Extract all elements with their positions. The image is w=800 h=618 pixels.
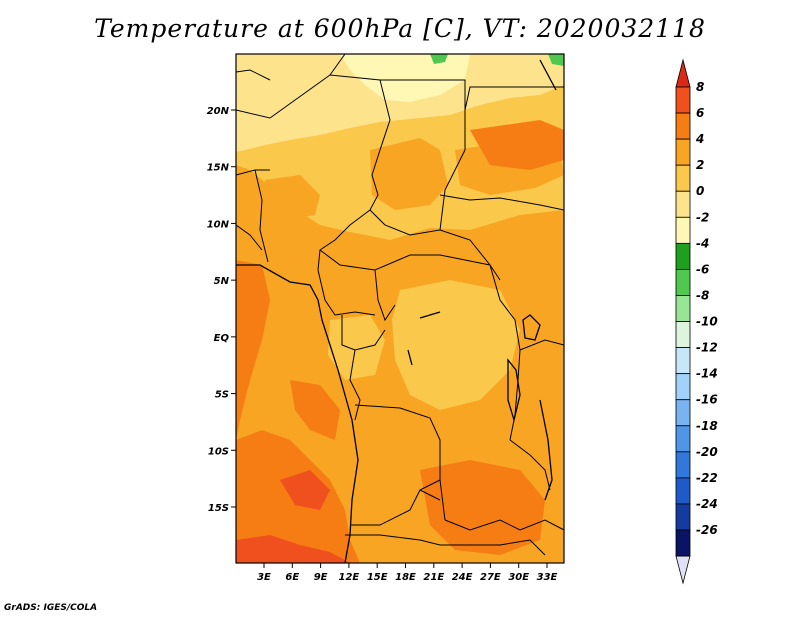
colorbar-label: 4 (695, 132, 704, 146)
colorbar: 8 6 4 2 0 -2 -4 -6 -8 -10 -12 -14 -16 -18 -20 -22 -24 -26 (675, 58, 718, 585)
lat-label: 20N (207, 106, 230, 117)
field-ne-4-6 (470, 120, 564, 170)
colorbar-segment (675, 373, 691, 401)
field-band-m4-m2 (340, 54, 470, 102)
field-sw-patch (290, 380, 340, 440)
lon-label: 3E (257, 572, 271, 583)
lat-label: 10S (208, 446, 229, 457)
colorbar-segment (675, 86, 691, 114)
lat-label: 5N (214, 276, 230, 287)
field-sw-6-8-b (280, 470, 330, 510)
lat-label: 10N (207, 219, 230, 230)
latitude-axis: 20N 15N 10N 5N EQ 5S 10S 15S (207, 106, 236, 514)
colorbar-label: -16 (696, 393, 718, 407)
colorbar-segment (675, 347, 691, 375)
colorbar-label: -6 (696, 262, 709, 276)
lat-label: 5S (215, 390, 229, 401)
colorbar-segment (675, 425, 691, 453)
colorbar-label: -24 (696, 497, 718, 511)
colorbar-segment (675, 503, 691, 531)
lon-label: 6E (285, 572, 299, 583)
colorbar-label: -12 (696, 341, 718, 355)
colorbar-segment (675, 321, 691, 349)
colorbar-label: -8 (696, 288, 709, 302)
colorbar-label: 8 (696, 80, 704, 94)
colorbar-segment (675, 138, 691, 166)
colorbar-label: 0 (696, 184, 704, 198)
colorbar-segment (675, 216, 691, 244)
colorbar-label: 2 (696, 158, 704, 172)
lon-label: 27E (480, 572, 501, 583)
coastlines (236, 59, 557, 563)
colorbar-segment (675, 242, 691, 270)
colorbar-label: 6 (696, 106, 704, 120)
lon-label: 12E (339, 572, 360, 583)
colorbar-segment (675, 529, 691, 557)
country-borders (236, 54, 564, 556)
field-band-m2-0-west (236, 54, 300, 78)
colorbar-label: -14 (696, 367, 718, 381)
colorbar-segment (675, 112, 691, 140)
chart-title: Temperature at 600hPa [C], VT: 202003211… (94, 14, 706, 43)
colorbar-label: -20 (696, 445, 718, 459)
colorbar-segment (675, 477, 691, 505)
field-se-4-6 (420, 460, 545, 555)
lon-label: 24E (452, 572, 473, 583)
colorbar-segment (675, 451, 691, 479)
field-basin (392, 280, 520, 410)
colorbar-segment (675, 295, 691, 322)
lon-label: 15E (367, 572, 388, 583)
colorbar-label: -22 (696, 471, 718, 485)
field-band-m2-0 (236, 54, 564, 152)
credit-text: GrADS: IGES/COLA (4, 603, 98, 613)
field-sw-6-8 (236, 535, 350, 563)
field-patch-1 (370, 138, 448, 210)
field-green-1 (430, 54, 448, 64)
colorbar-label: -26 (696, 523, 718, 537)
colorbar-top-arrow (675, 58, 691, 88)
map-frame (235, 53, 565, 564)
colorbar-segment (675, 399, 691, 427)
colorbar-segment (675, 190, 691, 218)
colorbar-label: -10 (696, 315, 718, 329)
colorbar-segment (675, 269, 691, 296)
temperature-field (236, 54, 564, 563)
longitude-axis: 3E 6E 9E 12E 15E 18E 21E 24E 27E 30E 33E (257, 563, 558, 583)
lat-label: 15S (208, 503, 229, 514)
lon-label: 9E (314, 572, 328, 583)
lon-label: 21E (423, 572, 444, 583)
colorbar-label: -2 (696, 210, 709, 224)
lat-label: EQ (214, 333, 230, 344)
colorbar-segment (675, 164, 691, 192)
colorbar-label: -18 (696, 419, 718, 433)
colorbar-bottom-arrow (675, 555, 691, 585)
field-green-2 (548, 54, 564, 66)
colorbar-label: -4 (696, 236, 709, 250)
lon-label: 18E (395, 572, 416, 583)
lat-label: 15N (207, 163, 230, 174)
lon-label: 33E (537, 572, 558, 583)
field-patch-3 (262, 175, 320, 220)
lon-label: 30E (508, 572, 529, 583)
field-coast-4-6 (236, 260, 270, 440)
